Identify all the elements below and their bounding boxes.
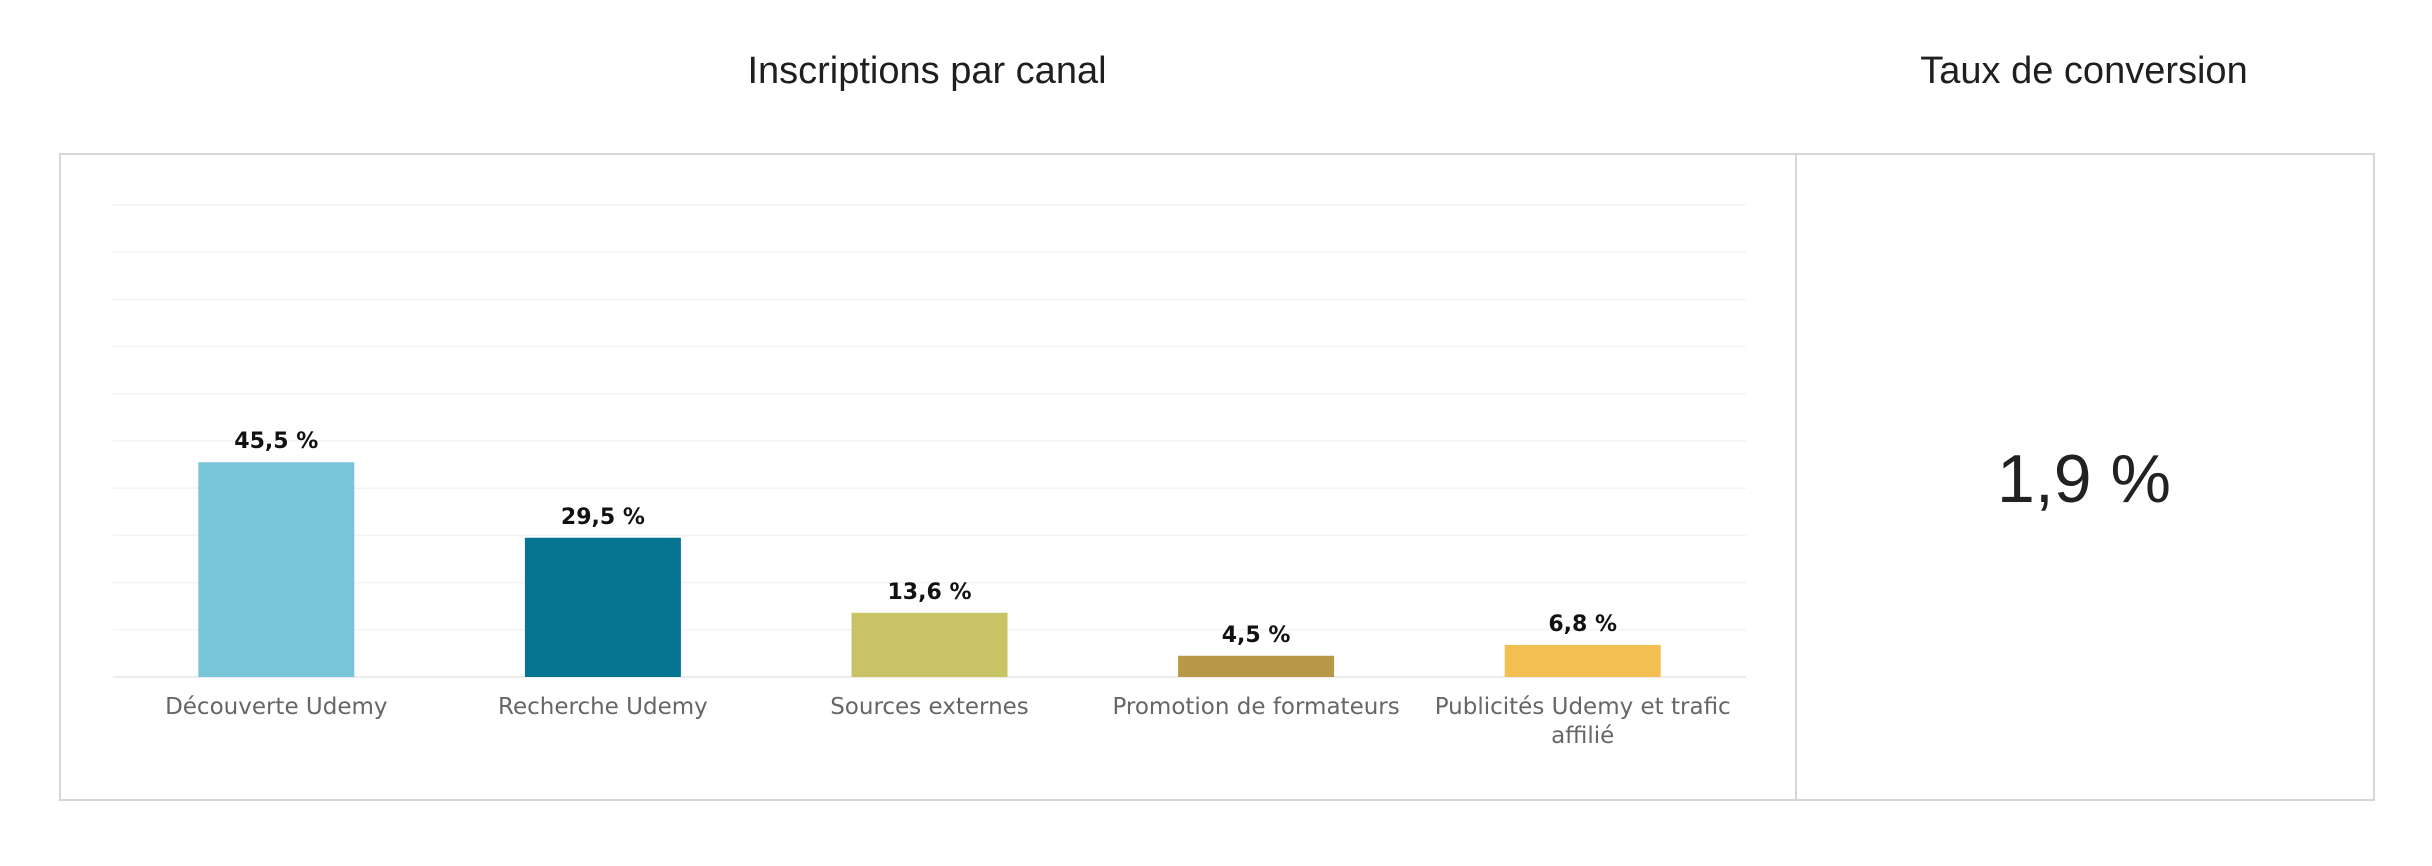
bar-chart: 45,5 % Découverte Udemy 29,5 % Recherche Ud… bbox=[113, 204, 1746, 749]
conversion-rate-value: 1,9 % bbox=[1997, 441, 2171, 517]
x-tick-label: Publicités Udemy et trafic affilié bbox=[1435, 694, 1731, 749]
bar[interactable] bbox=[198, 462, 355, 677]
x-tick-label: Découverte Udemy bbox=[165, 694, 387, 720]
kpi-title: Taux de conversion bbox=[1920, 50, 2248, 92]
bar[interactable] bbox=[524, 537, 681, 677]
data-label: 45,5 % bbox=[234, 429, 318, 454]
data-label: 6,8 % bbox=[1548, 612, 1617, 637]
x-tick-label: Promotion de formateurs bbox=[1112, 694, 1399, 720]
chart-title: Inscriptions par canal bbox=[747, 50, 1107, 92]
bar[interactable] bbox=[1504, 644, 1661, 677]
bar[interactable] bbox=[851, 612, 1008, 677]
chart-panel: 45,5 % Découverte Udemy 29,5 % Recherche Ud… bbox=[59, 153, 1797, 801]
data-label: 13,6 % bbox=[888, 580, 972, 605]
bar[interactable] bbox=[1178, 655, 1335, 677]
kpi-panel: 1,9 % bbox=[1795, 153, 2375, 801]
x-tick-label: Sources externes bbox=[830, 694, 1029, 720]
data-label: 4,5 % bbox=[1222, 623, 1291, 648]
data-label: 29,5 % bbox=[561, 505, 645, 530]
x-tick-label: Recherche Udemy bbox=[498, 694, 708, 720]
